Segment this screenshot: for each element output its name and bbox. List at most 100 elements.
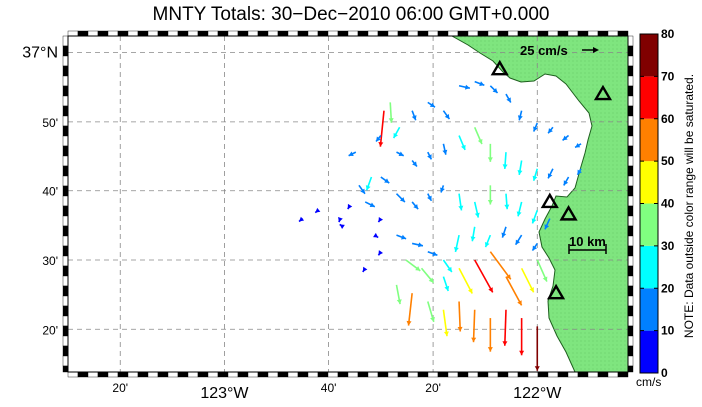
frame-segment (107, 30, 119, 37)
current-vector (520, 267, 535, 293)
current-vector (347, 203, 353, 210)
current-vector (362, 266, 368, 273)
frame-segment (97, 371, 109, 378)
frame-segment (62, 75, 69, 87)
vector-head (487, 347, 493, 352)
frame-segment (517, 371, 529, 378)
current-vector (458, 84, 471, 90)
frame-segment (247, 30, 259, 37)
station-triangle (593, 84, 613, 101)
frame-segment (62, 305, 69, 317)
lon-tick-label: 20' (112, 381, 128, 395)
frame-segment (627, 295, 634, 307)
vector-head (470, 236, 476, 242)
frame-segment (257, 30, 269, 37)
current-vector (378, 110, 385, 147)
vector-head (504, 204, 510, 210)
current-vector (489, 85, 499, 94)
frame-segment (62, 165, 69, 177)
current-vector (504, 193, 510, 210)
frame-segment (627, 65, 634, 77)
frame-segment (427, 30, 439, 37)
vector-head (453, 246, 459, 252)
vector-head (517, 169, 523, 175)
current-vector (427, 151, 433, 160)
frame-segment (347, 371, 359, 378)
vector-head (544, 224, 550, 230)
current-vector (395, 193, 406, 203)
current-vector (411, 159, 418, 167)
colorbar-tick-label: 20 (661, 281, 675, 295)
frame-segment (67, 30, 79, 37)
current-vector (514, 234, 523, 246)
frame-segment (207, 30, 219, 37)
frame-segment (617, 30, 629, 37)
frame-segment (627, 235, 634, 247)
current-vector (365, 176, 373, 191)
current-vector (487, 185, 493, 205)
colorbar-segment (640, 203, 658, 246)
frame-segment (387, 30, 399, 37)
current-vector (373, 232, 379, 239)
frame-segment (307, 371, 319, 378)
current-vector (411, 110, 417, 121)
frame-segment (117, 371, 129, 378)
frame-segment (627, 35, 634, 47)
frame-segment (627, 245, 634, 257)
frame-segment (62, 85, 69, 97)
vector-head (519, 350, 525, 356)
frame-segment (62, 55, 69, 67)
vector-head (373, 232, 379, 238)
frame-segment (297, 30, 309, 37)
frame-segment (62, 365, 69, 373)
vector-head (484, 242, 490, 248)
scale-vector-arrowhead (593, 47, 599, 53)
frame-segment (447, 371, 459, 378)
frame-segment (117, 30, 129, 37)
current-vector (473, 201, 480, 218)
current-vector (406, 293, 413, 326)
map-frame (62, 30, 634, 378)
station-triangle (559, 204, 578, 221)
frame-segment (627, 225, 634, 237)
colorbar-tick-label: 0 (661, 366, 668, 380)
colorbar-tick-label: 70 (661, 69, 675, 83)
frame-segment (62, 265, 69, 277)
station-marker (540, 192, 559, 209)
frame-segment (327, 30, 339, 37)
vector-head (548, 128, 553, 134)
graticule (68, 36, 628, 372)
current-vector (411, 242, 424, 248)
frame-segment (277, 30, 289, 37)
frame-segment (547, 371, 559, 378)
frame-segment (627, 345, 634, 357)
frame-segment (397, 30, 409, 37)
lon-tick-label: 20' (425, 381, 441, 395)
vector-head (429, 102, 435, 108)
frame-segment (62, 35, 69, 47)
frame-segment (627, 95, 634, 107)
frame-segment (157, 30, 169, 37)
station-triangle (490, 59, 509, 76)
scale-bar: 10 km (568, 234, 607, 254)
vector-head (427, 195, 432, 201)
vector-head (563, 180, 569, 186)
lon-tick-label: 40' (321, 381, 337, 395)
current-vector (380, 176, 390, 184)
lat-tick-label: 37°N (22, 45, 58, 62)
vector-head (533, 126, 538, 132)
vector-shaft (379, 110, 385, 147)
frame-segment (507, 30, 519, 37)
frame-segment (457, 371, 469, 378)
frame-segment (62, 115, 69, 127)
vector-head (532, 245, 538, 251)
frame-segment (407, 30, 419, 37)
colorbar-segment (640, 330, 658, 373)
vector-head (442, 149, 448, 155)
vector-head (362, 266, 368, 272)
vector-head (443, 331, 449, 337)
frame-segment (627, 335, 634, 347)
frame-segment (377, 30, 389, 37)
frame-segment (107, 371, 119, 378)
current-vector (458, 135, 466, 151)
